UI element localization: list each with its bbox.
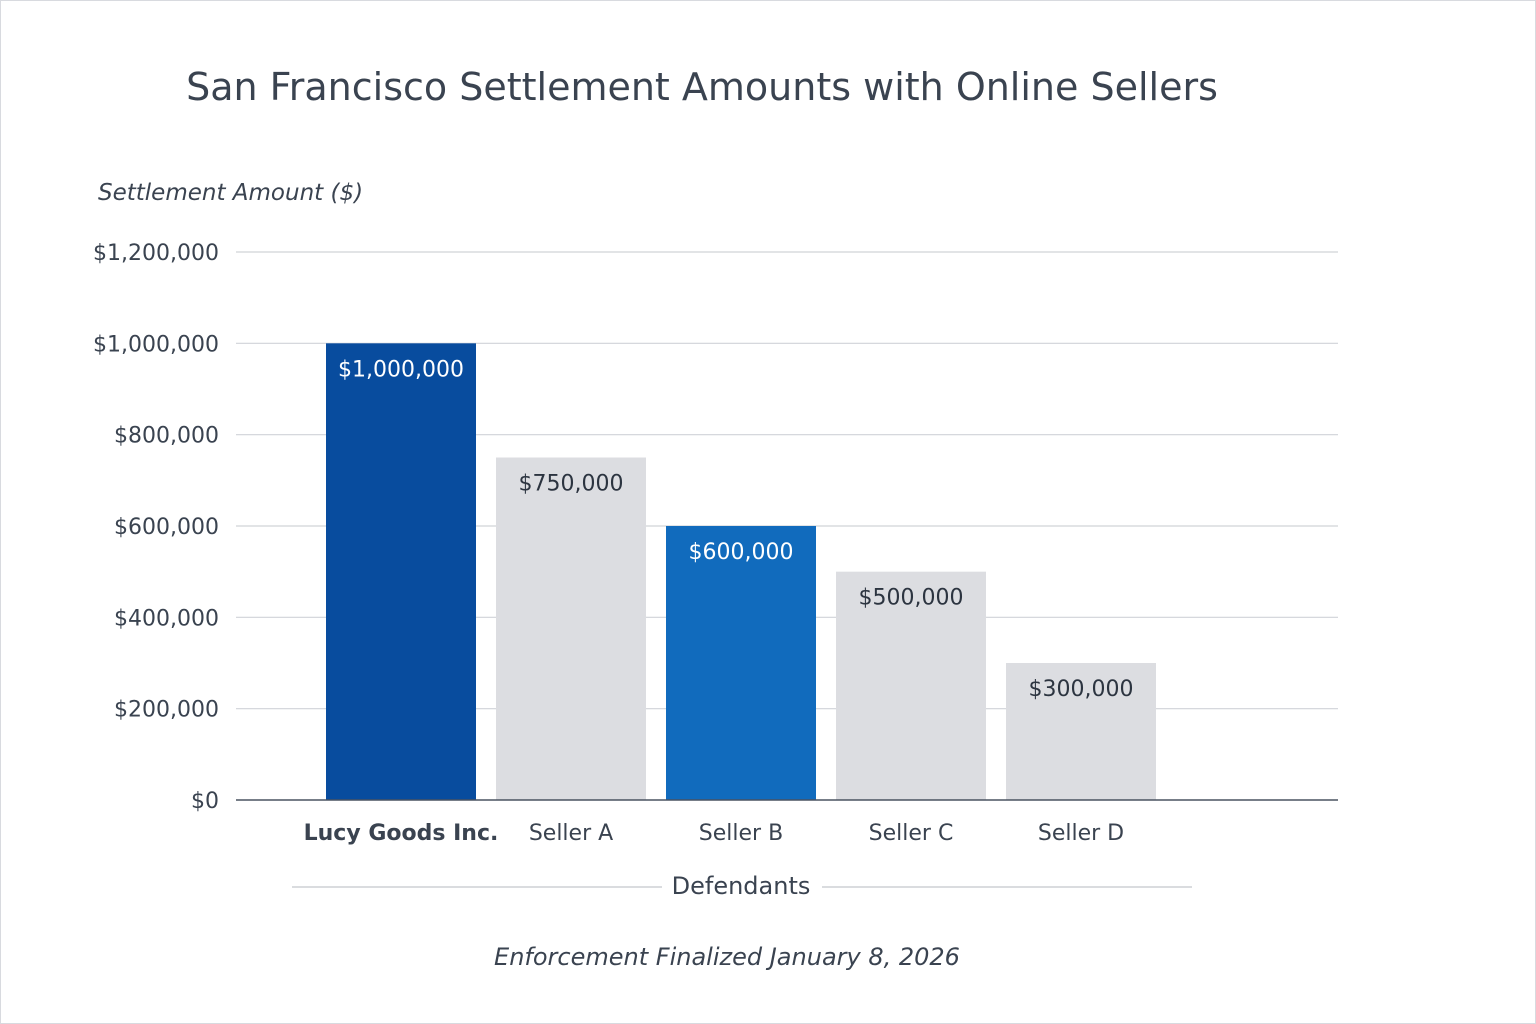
bar-value-label: $750,000 (519, 472, 624, 497)
x-axis-ticks: Lucy Goods Inc. Seller A Seller B Seller C S… (304, 821, 1125, 846)
x-tick-label: Seller C (869, 821, 954, 846)
data-labels: $1,000,000 $750,000 $600,000 $500,000 $300,0… (338, 357, 1133, 702)
x-axis-label: Defendants (672, 872, 811, 900)
x-tick-label: Seller B (699, 821, 783, 846)
x-tick-label: Lucy Goods Inc. (304, 821, 499, 846)
bar-value-label: $1,000,000 (338, 357, 464, 382)
y-tick-label: $600,000 (114, 515, 219, 540)
x-tick-label: Seller D (1038, 821, 1124, 846)
bar (836, 571, 986, 800)
bar (1006, 663, 1156, 800)
y-tick-label: $1,200,000 (93, 241, 219, 266)
y-tick-label: $200,000 (114, 698, 219, 723)
bars (326, 343, 1156, 800)
bar (326, 343, 476, 800)
bar-value-label: $500,000 (859, 586, 964, 611)
bar-value-label: $300,000 (1029, 677, 1134, 702)
x-tick-label: Seller A (529, 821, 613, 846)
y-tick-label: $0 (191, 789, 219, 814)
y-tick-label: $1,000,000 (93, 332, 219, 357)
bar-value-label: $600,000 (689, 540, 794, 565)
y-axis-ticks: $0 $200,000 $400,000 $600,000 $800,000 $1,000… (93, 241, 219, 814)
y-tick-label: $400,000 (114, 606, 219, 631)
bar (666, 526, 816, 800)
bar (496, 457, 646, 800)
chart-title: San Francisco Settlement Amounts with On… (186, 65, 1218, 109)
y-tick-label: $800,000 (114, 424, 219, 449)
y-axis-label: Settlement Amount ($) (98, 180, 363, 206)
footer-note: Enforcement Finalized January 8, 2026 (494, 943, 960, 971)
